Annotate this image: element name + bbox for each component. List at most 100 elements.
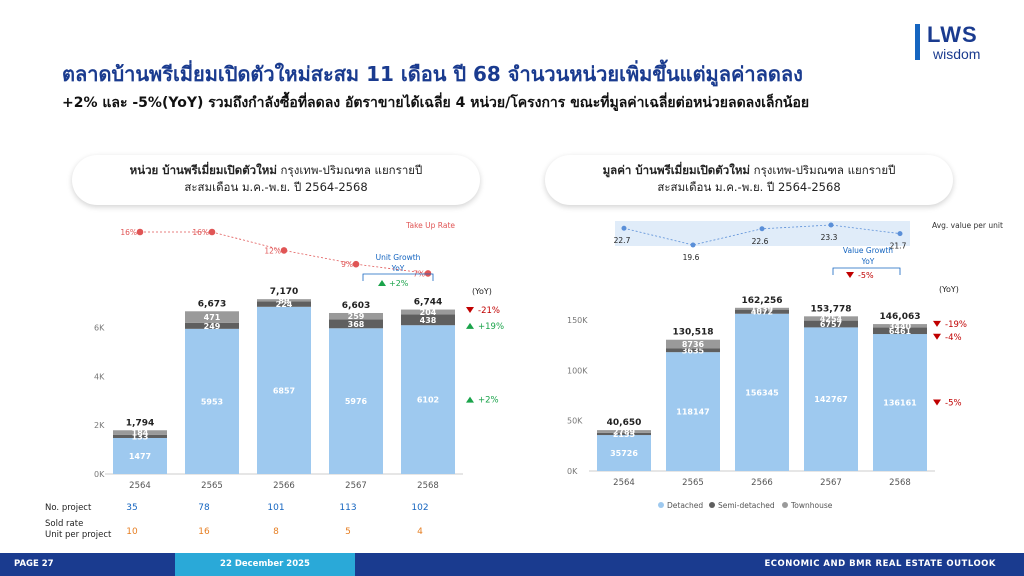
left-label-townhouse-2564: 184	[132, 428, 149, 437]
right-label-townhouse-2568: 3440	[889, 322, 912, 331]
left-bar-townhouse-2566	[257, 299, 311, 302]
left-takeup-value: 16%	[120, 228, 137, 237]
table-row-label: No. project	[45, 503, 92, 513]
left-label-semi-detached-2568: 438	[420, 316, 437, 325]
left-xtick-2568: 2568	[417, 481, 439, 491]
left-total-2566: 7,170	[270, 287, 298, 297]
page-title: ตลาดบ้านพรีเมี่ยมเปิดตัวใหม่สะสม 11 เดือ…	[62, 62, 803, 86]
table-cell-sold-rate: 10	[126, 527, 138, 537]
left-total-2568: 6,744	[414, 298, 442, 308]
left-label-detached-2567: 5976	[345, 397, 368, 406]
right-label-semi-detached-2567: 6757	[820, 320, 842, 329]
left-ytick: 4K	[94, 372, 105, 381]
right-bar-semi-detached-2565	[666, 348, 720, 353]
legend-marker-semi-detached	[709, 502, 715, 508]
right-bar-detached-2568	[873, 334, 927, 471]
right-ytick: 100K	[567, 366, 588, 375]
footer-date: 22 December 2025	[175, 553, 355, 576]
legend-marker-townhouse	[782, 502, 788, 508]
right-label-detached-2568: 136161	[883, 399, 917, 408]
right-xtick-2568: 2568	[889, 478, 911, 488]
logo-main: LWS	[927, 22, 978, 47]
left-chart-title: หน่วย บ้านพรีเมี่ยมเปิดตัวใหม่ กรุงเทพ-ป…	[72, 155, 480, 205]
left-takeup-value: 12%	[264, 246, 281, 255]
left-yoy-semi-detached: +19%	[478, 322, 504, 332]
right-avg-point	[621, 225, 627, 231]
left-yoy-detached: +2%	[478, 396, 499, 406]
left-takeup-label: Take Up Rate	[405, 221, 455, 230]
left-bar-townhouse-2564	[113, 430, 167, 435]
right-xtick-2564: 2564	[613, 478, 635, 488]
left-label-townhouse-2568: 204	[420, 308, 437, 317]
right-avg-point	[897, 231, 903, 237]
legend-label-townhouse: Townhouse	[790, 501, 833, 510]
table-cell-projects: 102	[411, 503, 428, 513]
left-label-detached-2568: 6102	[417, 396, 439, 405]
right-value-growth-value: -5%	[858, 271, 874, 280]
left-takeup-point	[424, 270, 432, 277]
right-bar-semi-detached-2566	[735, 309, 789, 314]
right-total-2564: 40,650	[607, 418, 642, 428]
right-bar-semi-detached-2568	[873, 327, 927, 335]
left-label-townhouse-2566: 89	[278, 296, 290, 305]
left-bar-detached-2568	[401, 325, 455, 474]
left-yoy-arrow-up	[466, 396, 474, 403]
left-yoy-townhouse: -21%	[478, 306, 500, 316]
table-cell-projects: 113	[339, 503, 356, 513]
left-ytick: 6K	[94, 324, 105, 333]
right-yoy-semi-detached: -4%	[945, 333, 962, 343]
left-chart-title-line2: สะสมเดือน ม.ค.-พ.ย. ปี 2564-2568	[184, 180, 368, 194]
left-unit-growth-bracket	[362, 273, 434, 281]
legend-marker-detached	[658, 502, 664, 508]
left-yoy-arrow-down	[466, 307, 474, 314]
right-chart-title-line2: สะสมเดือน ม.ค.-พ.ย. ปี 2564-2568	[657, 180, 841, 194]
left-xtick-2567: 2567	[345, 481, 367, 491]
left-takeup-value: 16%	[192, 228, 209, 237]
left-unit-growth-arrow	[378, 280, 386, 286]
right-yoy-arrow-down	[933, 333, 941, 340]
table-cell-sold-rate: 5	[345, 527, 351, 537]
right-avg-label: Avg. value per unit	[932, 221, 1003, 230]
left-label-semi-detached-2564: 133	[132, 432, 149, 441]
table-cell-projects: 78	[198, 503, 210, 513]
right-bar-detached-2565	[666, 352, 720, 471]
right-chart-title: มูลค่า บ้านพรีเมี่ยมเปิดตัวใหม่ กรุงเทพ-…	[545, 155, 953, 205]
left-takeup-line	[140, 231, 429, 274]
right-bar-townhouse-2568	[873, 324, 927, 328]
left-chart-title-rest: กรุงเทพ-ปริมณฑล แยกรายปี	[276, 163, 423, 177]
left-unit-growth-value: +2%	[389, 279, 409, 288]
right-avg-value: 19.6	[683, 253, 700, 262]
left-yoy-arrow-up	[466, 322, 474, 329]
right-chart-title-bold: มูลค่า บ้านพรีเมี่ยมเปิดตัวใหม่	[602, 163, 750, 177]
right-total-2566: 162,256	[742, 296, 783, 306]
left-unit-growth-yoy: YoY	[391, 264, 405, 273]
legend-label-semi-detached: Semi-detached	[718, 501, 775, 510]
footer: PAGE 27 22 December 2025 ECONOMIC AND BM…	[0, 553, 1024, 576]
left-ytick: 0K	[94, 470, 105, 479]
right-avg-value: 23.3	[821, 233, 838, 242]
right-label-semi-detached-2565: 3635	[682, 346, 705, 355]
right-label-detached-2566: 156345	[745, 388, 779, 397]
left-total-2567: 6,603	[342, 301, 370, 311]
left-takeup-point	[136, 228, 144, 236]
right-label-semi-detached-2566: 4072	[751, 308, 773, 317]
footer-page: PAGE 27	[14, 559, 54, 569]
table-cell-sold-rate: 16	[198, 527, 210, 537]
right-label-detached-2567: 142767	[814, 395, 847, 404]
right-bar-detached-2566	[735, 313, 789, 471]
logo-sub: wisdom	[933, 46, 981, 62]
right-xtick-2565: 2565	[682, 478, 704, 488]
right-value-growth-yoy: YoY	[861, 257, 875, 266]
right-bar-townhouse-2567	[804, 316, 858, 321]
left-total-2564: 1,794	[126, 418, 154, 428]
right-label-townhouse-2567: 4254	[820, 314, 843, 323]
left-xtick-2564: 2564	[129, 481, 151, 491]
footer-right: ECONOMIC AND BMR REAL ESTATE OUTLOOK	[764, 559, 996, 569]
left-chart-title-bold: หน่วย บ้านพรีเมี่ยมเปิดตัวใหม่	[129, 163, 277, 177]
table-cell-projects: 101	[267, 503, 284, 513]
left-label-townhouse-2565: 471	[204, 313, 221, 322]
right-label-detached-2565: 118147	[676, 408, 709, 417]
left-bar-townhouse-2568	[401, 309, 455, 315]
